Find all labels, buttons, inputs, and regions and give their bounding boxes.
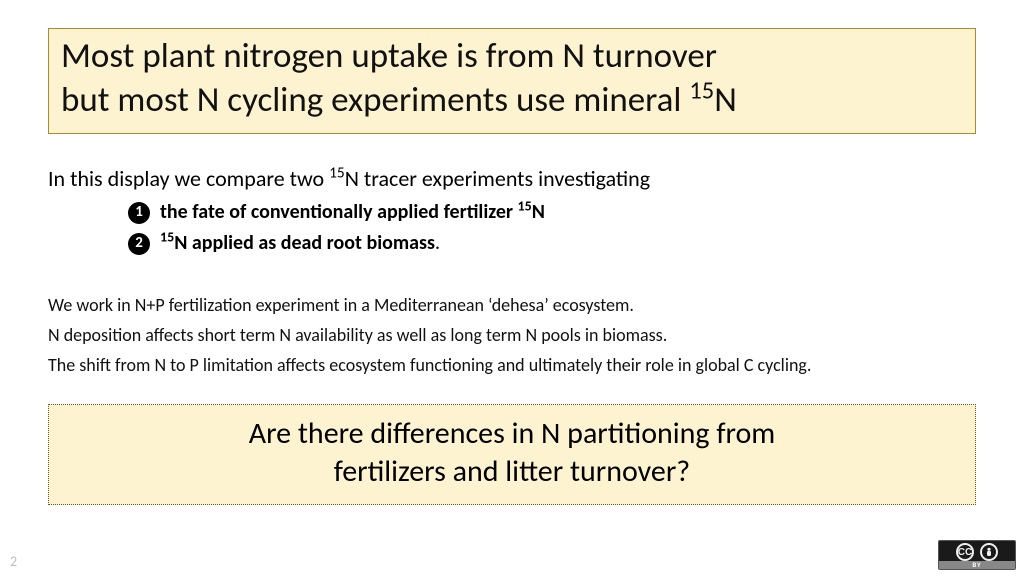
bullet-number-icon: 2 — [128, 233, 150, 255]
title-line1: Most plant nitrogen uptake is from N tur… — [61, 35, 717, 77]
bullet-text-1: the fate of conventionally applied ferti… — [160, 198, 545, 227]
bullet2-sup: 15 — [160, 228, 174, 245]
bullet1-sup: 15 — [518, 197, 532, 214]
bullet-item-2: 2 15N applied as dead root biomass. — [128, 229, 968, 258]
title-sup: 15 — [689, 75, 714, 105]
title-box: Most plant nitrogen uptake is from N tur… — [48, 28, 976, 134]
bullet2-text: N applied as dead root biomass — [174, 231, 435, 255]
bullet-list: 1 the fate of conventionally applied fer… — [128, 198, 968, 260]
paragraph-1: We work in N+P fertilization experiment … — [48, 292, 988, 319]
bullet-number-icon: 1 — [128, 202, 150, 224]
intro-sup: 15 — [329, 164, 345, 183]
bullet1-pre: the fate of conventionally applied ferti… — [160, 200, 518, 224]
question-line2: fertilizers and litter turnover? — [334, 453, 690, 490]
page-number: 2 — [10, 553, 17, 570]
attribution-icon — [980, 543, 998, 561]
cc-by-label: BY — [939, 561, 1015, 569]
question-box: Are there differences in N partitioning … — [48, 404, 976, 505]
slide: Most plant nitrogen uptake is from N tur… — [0, 0, 1024, 576]
title-line2-post: N — [714, 79, 737, 121]
question-line1: Are there differences in N partitioning … — [249, 415, 776, 452]
bullet2-period: . — [435, 231, 440, 255]
intro-pre: In this display we compare two — [48, 165, 329, 192]
cc-icon: CC — [956, 543, 974, 561]
intro-text: In this display we compare two 15N trace… — [48, 164, 976, 194]
paragraph-2: N deposition affects short term N availa… — [48, 322, 988, 349]
intro-post: N tracer experiments investigating — [345, 165, 650, 192]
title-line2-pre: but most N cycling experiments use miner… — [61, 79, 689, 121]
bullet1-post: N — [532, 200, 545, 224]
paragraph-3: The shift from N to P limitation affects… — [48, 352, 988, 379]
bullet-text-2: 15N applied as dead root biomass. — [160, 229, 440, 258]
cc-by-badge: CC BY — [938, 540, 1016, 570]
bullet-item-1: 1 the fate of conventionally applied fer… — [128, 198, 968, 227]
